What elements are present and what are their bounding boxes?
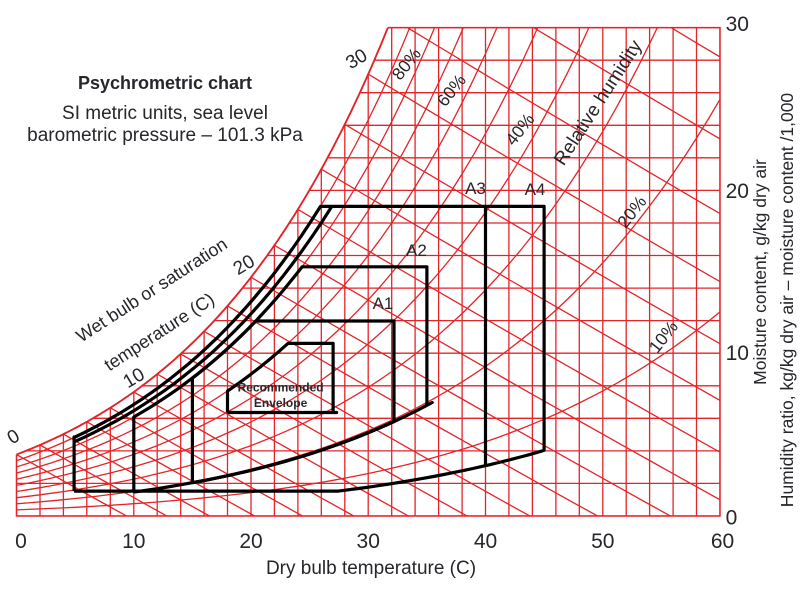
svg-text:0: 0 (15, 530, 27, 553)
svg-text:20: 20 (239, 530, 262, 553)
svg-text:Dry bulb temperature (C): Dry bulb temperature (C) (266, 558, 476, 579)
svg-text:10: 10 (122, 530, 145, 553)
svg-text:Humidity ratio, kg/kg dry air: Humidity ratio, kg/kg dry air – moisture… (777, 93, 797, 508)
svg-text:10: 10 (726, 342, 749, 365)
svg-text:60: 60 (711, 530, 734, 553)
svg-text:30: 30 (726, 13, 749, 36)
svg-text:40: 40 (474, 530, 497, 553)
svg-text:30: 30 (357, 530, 380, 553)
svg-text:A3: A3 (465, 179, 486, 198)
svg-text:SI metric units, sea level: SI metric units, sea level (62, 103, 268, 124)
svg-text:0: 0 (726, 507, 738, 530)
svg-text:Envelope: Envelope (254, 396, 308, 410)
svg-text:Psychrometric chart: Psychrometric chart (78, 73, 252, 93)
svg-text:Moisture content, g/kg dry air: Moisture content, g/kg dry air (750, 159, 770, 385)
svg-text:A1: A1 (373, 294, 394, 313)
svg-text:A4: A4 (525, 180, 546, 199)
svg-text:A2: A2 (406, 241, 427, 260)
svg-text:50: 50 (591, 530, 614, 553)
svg-text:20: 20 (726, 180, 749, 203)
svg-text:Recommended: Recommended (238, 381, 324, 395)
svg-text:barometric pressure – 101.3 kP: barometric pressure – 101.3 kPa (27, 125, 303, 146)
